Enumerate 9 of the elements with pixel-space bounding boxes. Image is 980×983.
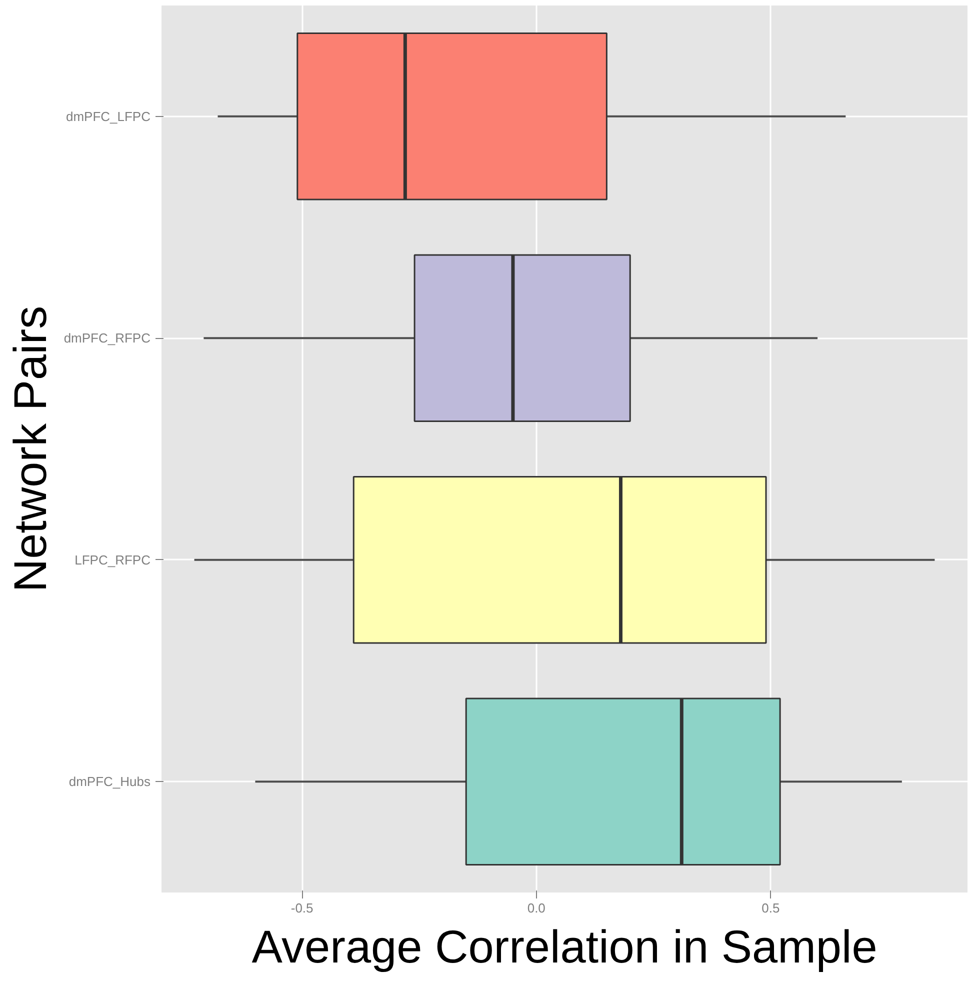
x-tick-label: 0.5 xyxy=(762,900,780,916)
y-tick-label: dmPFC_Hubs xyxy=(68,774,151,790)
x-axis-title: Average Correlation in Sample xyxy=(252,920,878,972)
x-tick-label: 0.0 xyxy=(527,900,546,916)
y-axis-title: Network Pairs xyxy=(4,306,56,592)
y-tick-label: dmPFC_LFPC xyxy=(66,108,151,124)
y-tick-label: LFPC_RFPC xyxy=(74,552,151,568)
y-tick-label: dmPFC_RFPC xyxy=(64,330,151,346)
x-tick-label: -0.5 xyxy=(290,900,314,916)
